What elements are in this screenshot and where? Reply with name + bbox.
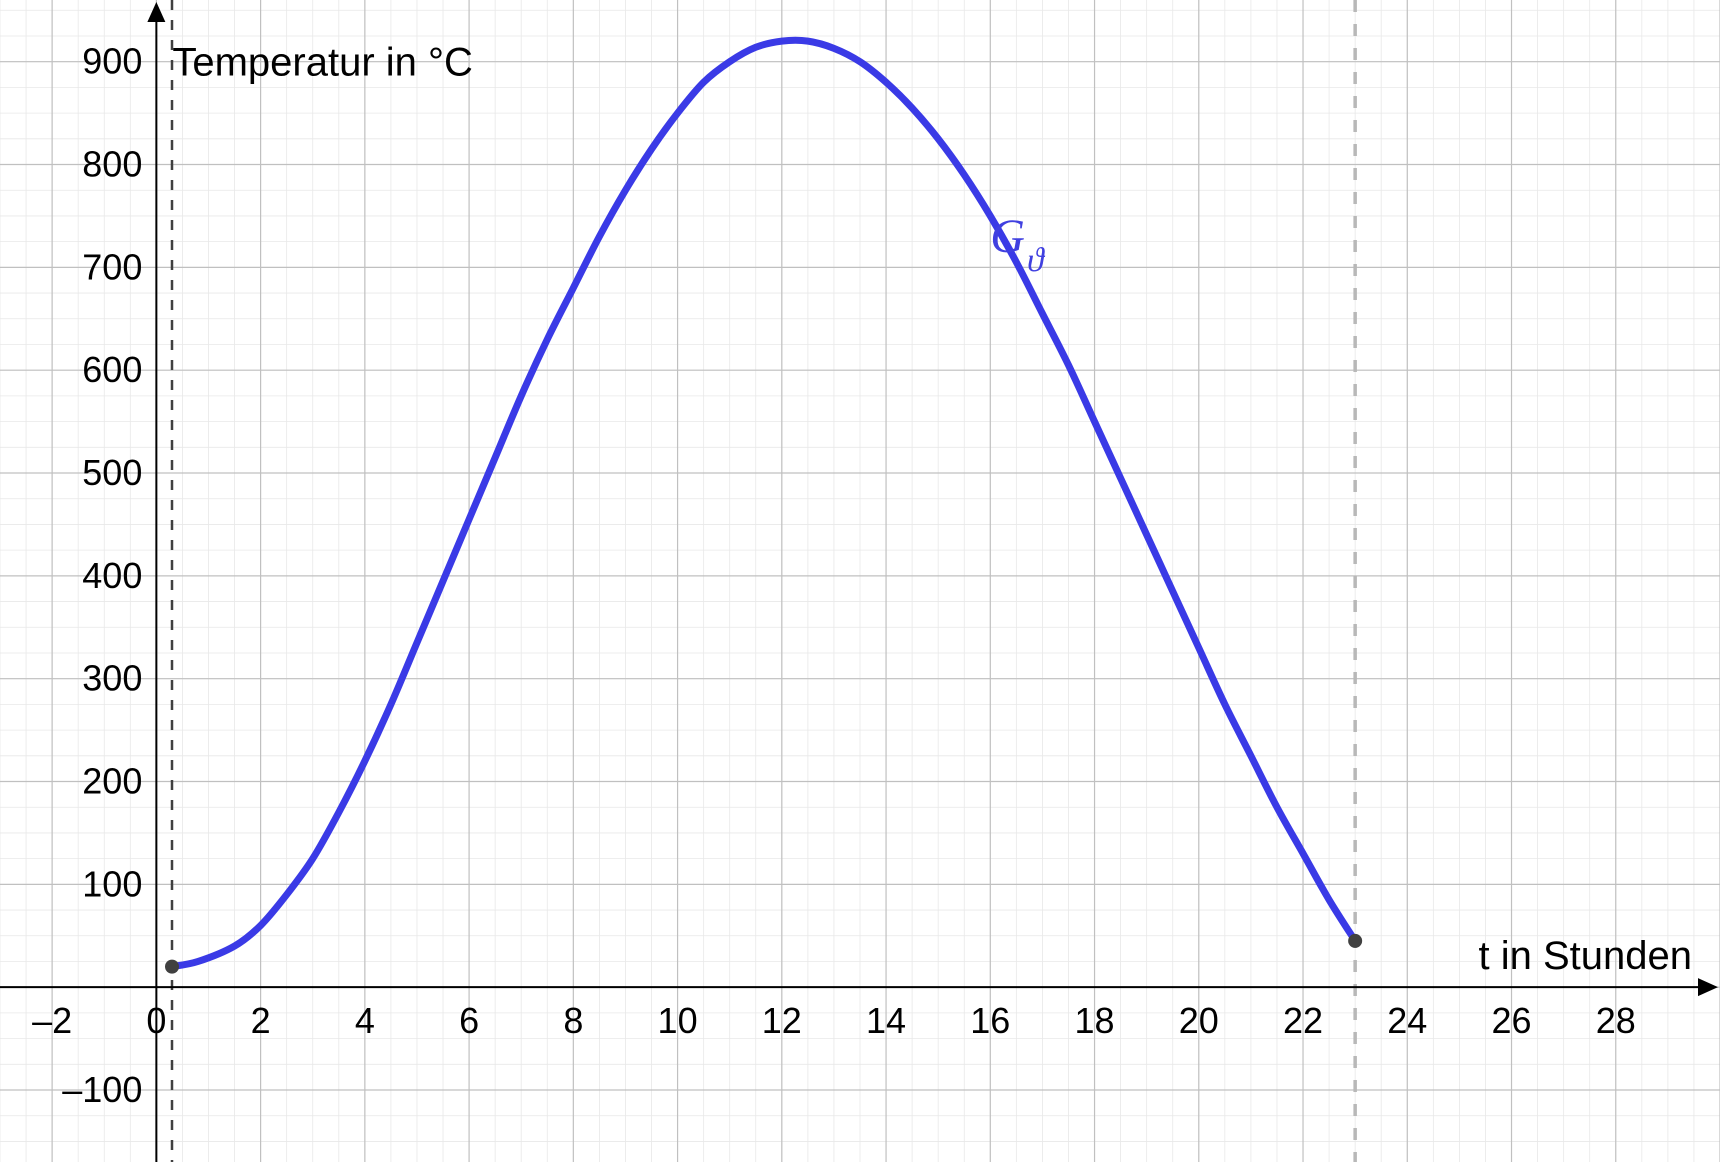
temperature-chart: –20246810121416182022242628–100100200300… <box>0 0 1720 1162</box>
x-tick-label: 4 <box>355 1000 375 1041</box>
x-tick-label: 2 <box>251 1000 271 1041</box>
y-tick-label: –100 <box>62 1069 142 1110</box>
y-tick-label: 600 <box>82 349 142 390</box>
curve-g-theta <box>172 40 1355 966</box>
x-axis-label: t in Stunden <box>1479 934 1693 978</box>
x-tick-label: 8 <box>563 1000 583 1041</box>
curve-endpoints <box>165 934 1362 974</box>
y-tick-label: 300 <box>82 658 142 699</box>
y-tick-label: 500 <box>82 452 142 493</box>
x-tick-label: 12 <box>762 1000 802 1041</box>
y-tick-label: 900 <box>82 41 142 82</box>
x-tick-label: 26 <box>1491 1000 1531 1041</box>
axes <box>0 2 1718 1162</box>
x-tick-label: 10 <box>658 1000 698 1041</box>
y-tick-label: 700 <box>82 246 142 287</box>
x-tick-label: 24 <box>1387 1000 1427 1041</box>
x-tick-label: 0 <box>146 1000 166 1041</box>
x-tick-label: 22 <box>1283 1000 1323 1041</box>
x-tick-label: 28 <box>1596 1000 1636 1041</box>
x-tick-label: –2 <box>32 1000 72 1041</box>
x-tick-label: 18 <box>1075 1000 1115 1041</box>
x-tick-label: 16 <box>970 1000 1010 1041</box>
y-tick-label: 100 <box>82 863 142 904</box>
y-axis-label: Temperatur in °C <box>172 41 473 85</box>
x-tick-label: 20 <box>1179 1000 1219 1041</box>
y-tick-label: 800 <box>82 144 142 185</box>
x-tick-label: 14 <box>866 1000 906 1041</box>
y-tick-label: 200 <box>82 761 142 802</box>
axis-labels: Temperatur in °Ct in StundenGϑ <box>172 41 1692 978</box>
x-tick-label: 6 <box>459 1000 479 1041</box>
y-tick-label: 400 <box>82 555 142 596</box>
